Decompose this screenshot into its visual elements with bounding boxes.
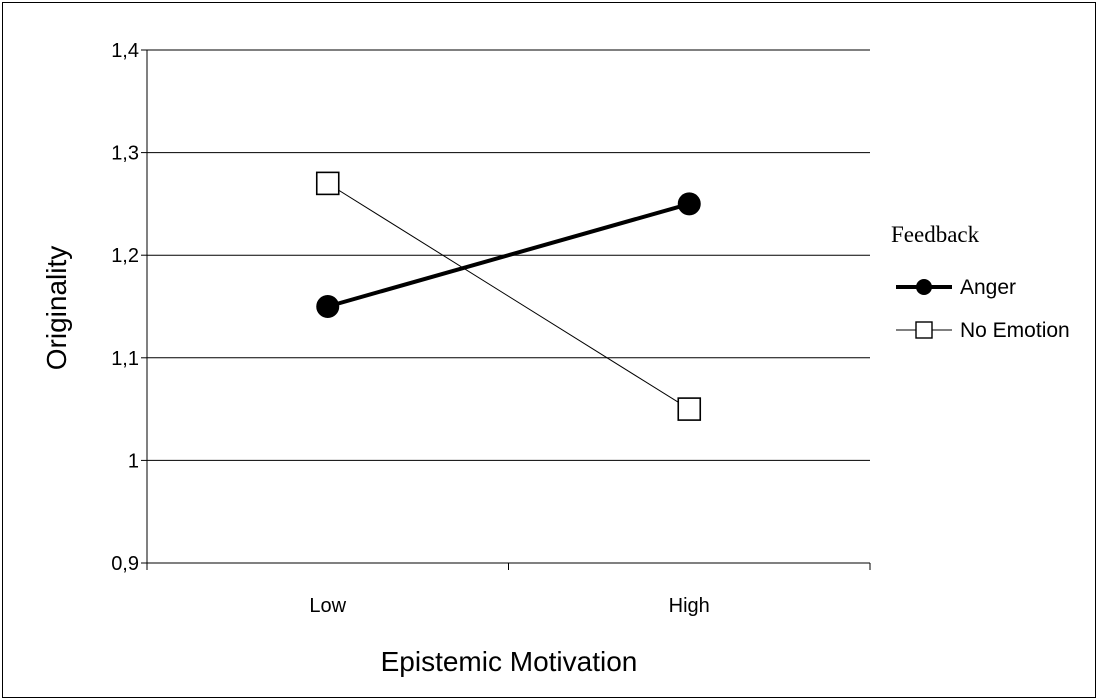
- series-line: [327, 201, 690, 309]
- data-point: [316, 295, 340, 318]
- series-no-emotion: [315, 171, 702, 421]
- legend: Feedback Anger No Emotion: [891, 222, 1070, 342]
- y-tick-label: 1,2: [111, 245, 139, 267]
- x-tick-label: Low: [309, 595, 346, 617]
- y-tick-label: 1,3: [111, 143, 139, 165]
- x-axis-title: Epistemic Motivation: [381, 646, 638, 677]
- gridlines: [147, 49, 870, 461]
- legend-marker: [915, 321, 933, 339]
- axes: [141, 49, 871, 570]
- x-tick-labels: Low High: [309, 595, 709, 617]
- legend-item: Anger: [896, 276, 1016, 299]
- data-point: [677, 192, 701, 216]
- series-anger: [316, 192, 701, 318]
- legend-title: Feedback: [891, 222, 980, 247]
- series-line: [327, 182, 690, 410]
- x-tick-label: High: [669, 595, 710, 617]
- y-tick-labels: 0,9 1 1,1 1,2 1,3 1,4: [111, 40, 139, 575]
- data-point: [315, 171, 340, 196]
- legend-marker: [916, 279, 932, 295]
- y-tick-label: 1,1: [111, 348, 139, 370]
- y-tick-label: 1: [128, 450, 139, 472]
- data-point: [677, 397, 702, 421]
- y-tick-label: 1,4: [111, 40, 139, 62]
- legend-label: Anger: [960, 276, 1016, 299]
- y-tick-label: 0,9: [111, 553, 139, 575]
- series: [315, 171, 702, 421]
- legend-item: No Emotion: [896, 319, 1070, 342]
- legend-label: No Emotion: [960, 319, 1070, 342]
- y-axis-title: Originality: [41, 246, 72, 370]
